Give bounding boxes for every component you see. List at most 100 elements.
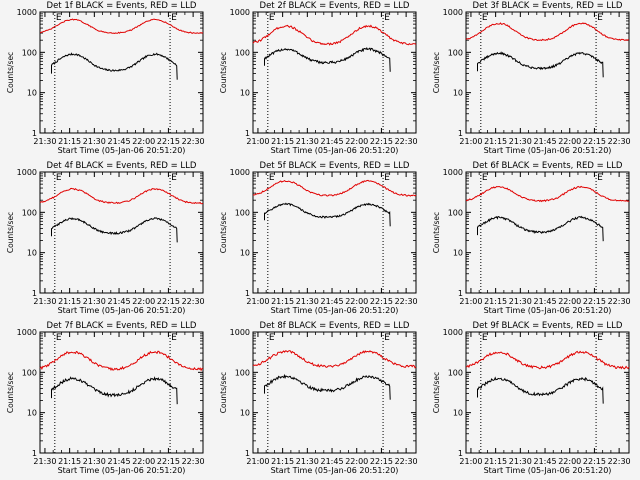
y-tick-label: 100 <box>235 208 250 217</box>
x-tick-label: 21:00 <box>246 297 269 306</box>
x-tick-label: 22:30 <box>395 297 418 306</box>
x-tick-label: 22:00 <box>132 457 155 466</box>
x-tick-label: 21:45 <box>533 457 556 466</box>
x-tick-label: 21:00 <box>246 457 269 466</box>
series-line-events <box>477 51 604 78</box>
x-tick-label: 21:15 <box>484 457 507 466</box>
x-tick-label: 21:30 <box>509 137 532 146</box>
y-tick-label: 10 <box>240 89 250 98</box>
chart-title: Det 9f BLACK = Events, RED = LLD <box>473 321 623 331</box>
series-line-events <box>51 217 178 243</box>
x-tick-label: 21:00 <box>459 457 482 466</box>
y-tick-label: 100 <box>22 48 37 57</box>
plot-frame <box>39 171 204 294</box>
x-tick-label: 21:45 <box>320 297 343 306</box>
chart-panel-4: Det 4f BLACK = Events, RED = LLD 1 10 100 10… <box>6 161 205 315</box>
x-tick-label: 21:30 <box>83 137 106 146</box>
y-tick-label: 1000 <box>443 8 463 17</box>
series-line-lld <box>465 185 630 203</box>
x-tick-label: 22:15 <box>157 457 180 466</box>
x-tick-label: 22:30 <box>182 137 205 146</box>
x-tick-label: 22:15 <box>583 297 606 306</box>
series-line-events <box>51 376 178 405</box>
chart-title: Det 6f BLACK = Events, RED = LLD <box>473 161 623 171</box>
plot-frame <box>465 11 630 134</box>
y-tick-label: 10 <box>240 249 250 258</box>
time-marker-label: E <box>171 173 177 183</box>
y-tick-label: 100 <box>448 368 463 377</box>
chart-panel-3: Det 3f BLACK = Events, RED = LLD 1 10 100 10… <box>432 1 631 155</box>
x-tick-label: 21:15 <box>271 137 294 146</box>
chart-title: Det 2f BLACK = Events, RED = LLD <box>260 1 410 11</box>
x-tick-label: 21:45 <box>533 297 556 306</box>
y-tick-label: 10 <box>27 89 37 98</box>
x-tick-label: 22:00 <box>345 297 368 306</box>
x-tick-label: 22:15 <box>583 457 606 466</box>
y-tick-label: 100 <box>448 208 463 217</box>
y-tick-label: 1 <box>458 289 463 298</box>
series-line-events <box>51 52 178 80</box>
x-tick-label: 22:15 <box>157 137 180 146</box>
y-tick-label: 1 <box>245 129 250 138</box>
y-axis-label: Counts/sec <box>219 372 228 413</box>
time-marker-label: E <box>269 333 275 343</box>
y-tick-label: 1 <box>245 289 250 298</box>
x-tick-label: 21:30 <box>33 137 56 146</box>
time-marker-label: E <box>597 333 603 343</box>
x-tick-label: 22:00 <box>132 137 155 146</box>
y-tick-label: 1000 <box>17 168 37 177</box>
time-marker-label: E <box>269 13 275 23</box>
x-axis-label: Start Time (05-Jan-06 20:51:20) <box>484 466 612 475</box>
series-line-lld <box>466 350 630 370</box>
x-tick-label: 21:15 <box>484 297 507 306</box>
x-tick-label: 21:15 <box>271 457 294 466</box>
series-line-events <box>477 376 604 404</box>
x-axis-label: Start Time (05-Jan-06 20:51:20) <box>484 146 612 155</box>
x-tick-label: 21:45 <box>107 297 130 306</box>
time-marker-label: E <box>56 13 62 23</box>
series-line-events <box>264 202 391 227</box>
y-tick-label: 1 <box>458 129 463 138</box>
x-axis-label: Start Time (05-Jan-06 20:51:20) <box>58 306 186 315</box>
series-line-events <box>264 46 391 72</box>
series-line-lld <box>252 24 417 46</box>
x-tick-label: 21:45 <box>107 137 130 146</box>
chart-title: Det 4f BLACK = Events, RED = LLD <box>47 161 197 171</box>
x-tick-label: 21:30 <box>83 297 106 306</box>
chart-panel-6: Det 6f BLACK = Events, RED = LLD 1 10 100 10… <box>432 161 631 315</box>
x-tick-label: 22:00 <box>132 297 155 306</box>
y-tick-label: 1000 <box>230 328 250 337</box>
series-line-lld <box>39 187 204 205</box>
y-tick-label: 1 <box>32 449 37 458</box>
time-marker-label: E <box>269 173 275 183</box>
series-line-lld <box>252 350 417 369</box>
time-marker-label: E <box>482 13 488 23</box>
time-marker-label: E <box>482 173 488 183</box>
time-marker-label: E <box>171 13 177 23</box>
x-tick-label: 22:15 <box>370 137 393 146</box>
y-tick-label: 10 <box>453 89 463 98</box>
x-tick-label: 21:15 <box>271 297 294 306</box>
x-tick-label: 22:15 <box>583 137 606 146</box>
y-axis-label: Counts/sec <box>432 52 441 93</box>
time-marker-label: E <box>597 13 603 23</box>
x-tick-label: 21:30 <box>296 137 319 146</box>
y-axis-label: Counts/sec <box>6 52 15 93</box>
y-axis-label: Counts/sec <box>432 212 441 253</box>
y-tick-label: 10 <box>27 249 37 258</box>
y-axis-label: Counts/sec <box>219 212 228 253</box>
y-tick-label: 1000 <box>443 328 463 337</box>
chart-title: Det 3f BLACK = Events, RED = LLD <box>473 1 623 11</box>
x-axis-label: Start Time (05-Jan-06 20:51:20) <box>58 146 186 155</box>
x-tick-label: 22:00 <box>558 457 581 466</box>
y-tick-label: 1000 <box>443 168 463 177</box>
time-marker-label: E <box>56 173 62 183</box>
x-tick-label: 21:30 <box>296 457 319 466</box>
series-line-lld <box>39 350 204 372</box>
y-tick-label: 100 <box>22 208 37 217</box>
series-line-lld <box>465 22 629 42</box>
series-line-events <box>264 373 391 400</box>
y-axis-label: Counts/sec <box>6 212 15 253</box>
y-tick-label: 1000 <box>17 8 37 17</box>
